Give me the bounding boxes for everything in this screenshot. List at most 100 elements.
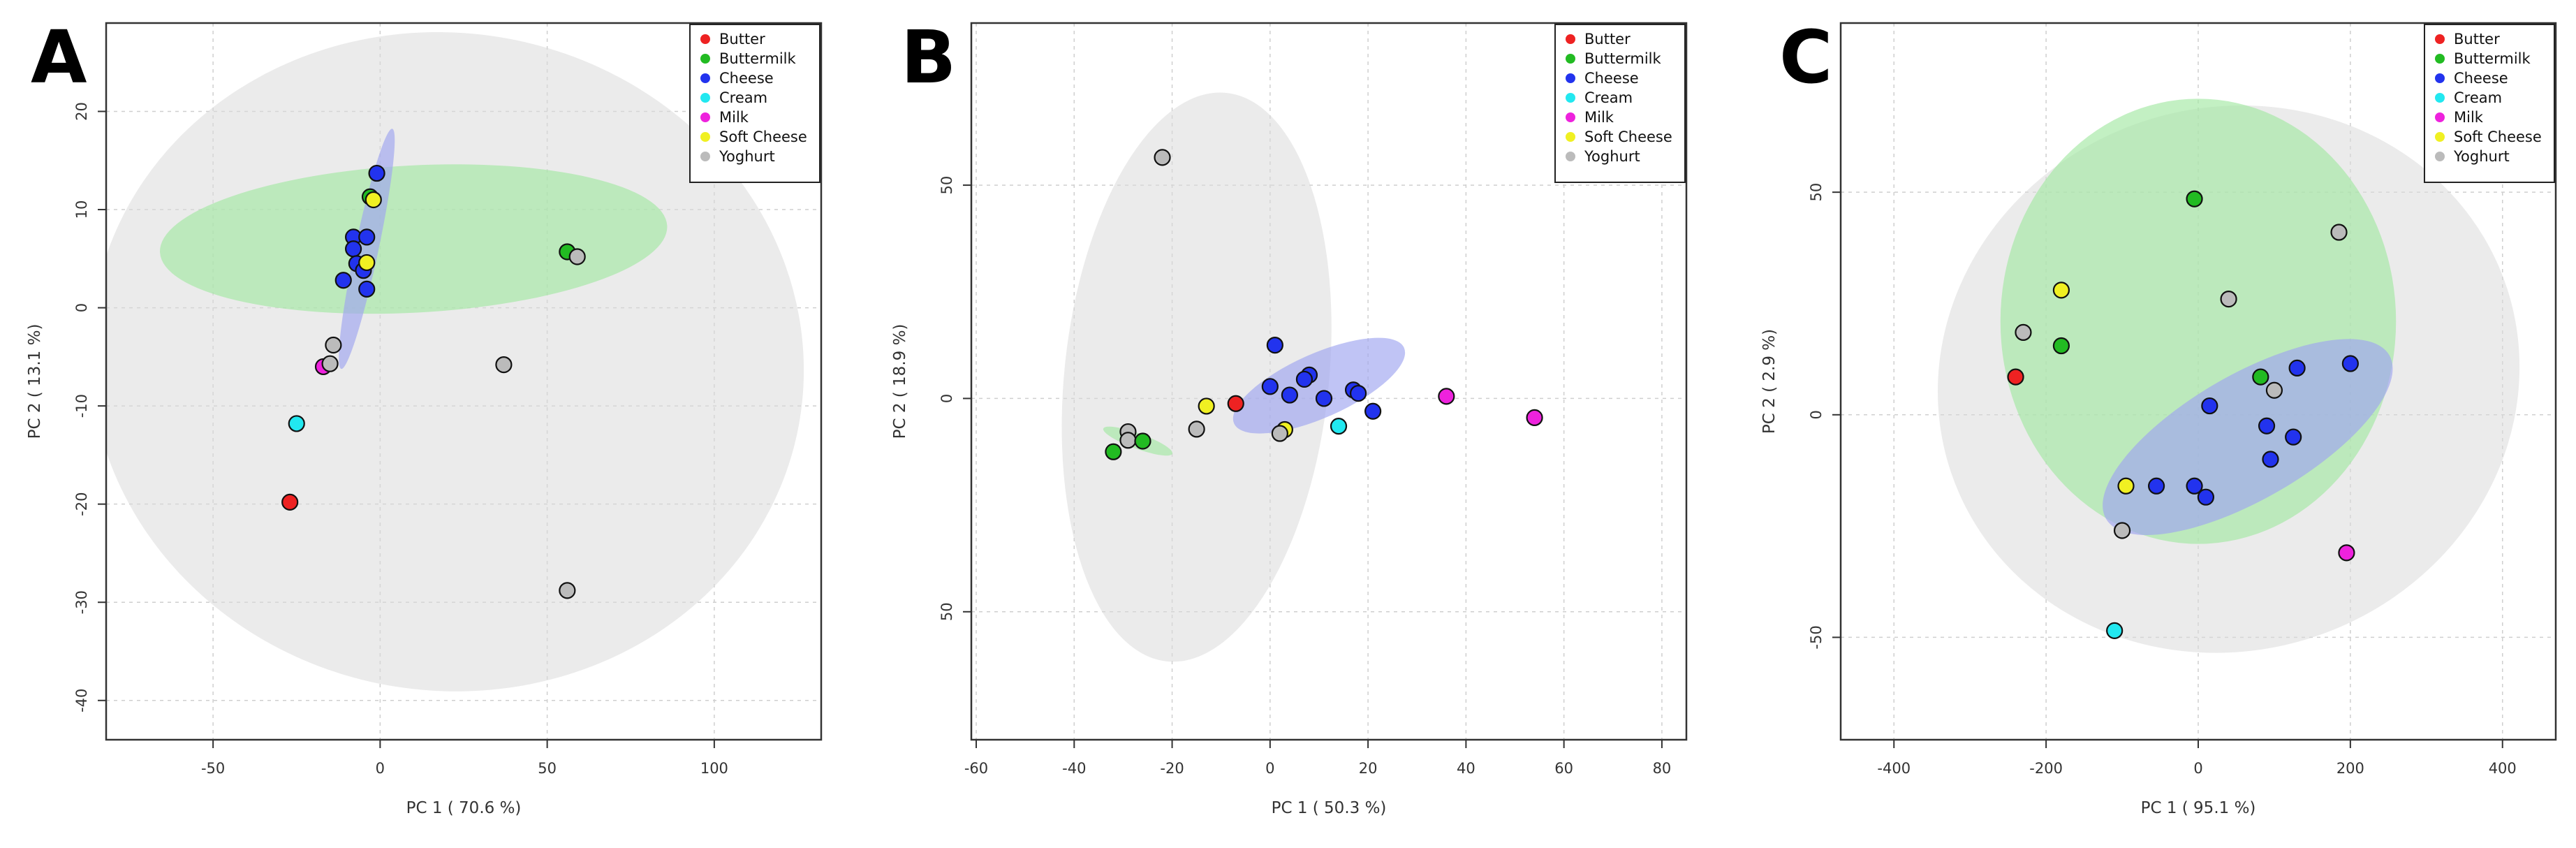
y-tick-label: 0 — [939, 394, 955, 403]
legend-swatch-milk — [1566, 112, 1575, 122]
ellipse-buttermilk — [160, 164, 668, 314]
point-soft-cheese — [1198, 397, 1215, 415]
legend-swatch-soft-cheese — [700, 132, 710, 142]
point-cheese — [2147, 477, 2165, 495]
point-cream — [288, 415, 305, 432]
point-yoghurt — [1119, 432, 1137, 449]
x-axis-title: PC 1 ( 95.1 %) — [2141, 799, 2256, 817]
x-tick-label: 40 — [1457, 760, 1475, 777]
point-cheese — [2186, 477, 2203, 495]
legend-label-cream: Cream — [1584, 89, 1633, 106]
data-points — [281, 164, 586, 599]
point-buttermilk — [2252, 368, 2269, 386]
panel-label: B — [901, 15, 956, 100]
y-tick-label: -30 — [73, 590, 90, 614]
legend-label-butter: Butter — [1584, 31, 1631, 47]
confidence-ellipses — [106, 32, 804, 692]
x-tick-label: -40 — [1062, 760, 1086, 777]
panel-c: C -400 -200 0 200 400 PC 1 ( 95.1 %) 50 0 -50 PC 2… — [1760, 15, 2557, 817]
x-tick-label: 0 — [2193, 760, 2202, 777]
point-yoghurt — [1154, 149, 1171, 166]
y-tick-label: 50 — [1808, 183, 1825, 202]
legend-label-buttermilk: Buttermilk — [1584, 50, 1661, 67]
point-cream — [1330, 418, 1348, 435]
plot-frame — [105, 22, 823, 741]
point-cheese — [358, 280, 376, 298]
legend: Butter Buttermilk Cheese Cream Milk Soft Chee… — [2424, 24, 2555, 183]
x-tick-label: -200 — [2029, 760, 2063, 777]
y-axis: 50 0 -50 — [1808, 183, 1841, 650]
x-tick-label: 0 — [376, 760, 385, 777]
x-axis: -400 -200 0 200 400 — [1877, 740, 2517, 777]
legend-swatch-butter — [700, 34, 710, 44]
point-yoghurt — [495, 356, 513, 374]
x-axis: -60 -40 -20 0 20 40 60 80 — [964, 740, 1671, 777]
y-tick-label: 50 — [939, 602, 955, 621]
legend-label-cheese: Cheese — [1584, 70, 1639, 87]
point-cheese — [2258, 417, 2276, 434]
point-cheese — [368, 164, 385, 182]
point-yoghurt — [321, 355, 339, 372]
legend: Butter Buttermilk Cheese Cream Milk Soft Chee… — [1554, 24, 1686, 183]
legend-swatch-butter — [1566, 34, 1575, 44]
confidence-ellipses — [1061, 92, 1406, 662]
point-yoghurt — [559, 582, 576, 599]
point-cheese — [334, 272, 352, 289]
x-tick-label: -60 — [964, 760, 988, 777]
y-axis-title: PC 2 ( 18.9 %) — [891, 324, 909, 439]
legend-label-buttermilk: Buttermilk — [2454, 50, 2531, 67]
point-cheese — [1349, 384, 1367, 402]
point-cheese — [2201, 397, 2218, 415]
point-cheese — [2197, 488, 2214, 506]
point-buttermilk — [2186, 190, 2203, 207]
point-yoghurt — [2220, 291, 2237, 308]
legend-swatch-yoghurt — [1566, 152, 1575, 161]
x-tick-label: 0 — [1265, 760, 1274, 777]
y-tick-label: -40 — [73, 689, 90, 712]
point-yoghurt — [2330, 224, 2348, 241]
legend-label-soft-cheese: Soft Cheese — [2454, 129, 2542, 145]
point-milk — [1526, 409, 1543, 427]
point-cheese — [1295, 370, 1313, 388]
legend-label-cheese: Cheese — [2454, 70, 2508, 87]
y-tick-label: 50 — [939, 176, 955, 195]
y-axis: 50 0 50 — [939, 176, 971, 621]
legend-swatch-cheese — [1566, 73, 1575, 83]
ellipse-cheese — [2103, 339, 2393, 535]
legend-swatch-yoghurt — [700, 152, 710, 161]
legend-label-buttermilk: Buttermilk — [719, 50, 796, 67]
legend-swatch-cheese — [2435, 73, 2445, 83]
legend-swatch-soft-cheese — [2435, 132, 2445, 142]
ellipse-cheese — [339, 129, 395, 370]
y-tick-label: 0 — [73, 303, 90, 312]
x-axis-title: PC 1 ( 50.3 %) — [1272, 799, 1387, 817]
point-buttermilk — [1105, 443, 1122, 460]
legend-swatch-cream — [700, 93, 710, 103]
point-yoghurt — [1188, 421, 1205, 438]
point-cheese — [1364, 402, 1382, 420]
point-yoghurt — [325, 336, 342, 354]
x-tick-label: 20 — [1359, 760, 1378, 777]
x-tick-label: 100 — [700, 760, 728, 777]
point-buttermilk — [2052, 337, 2070, 355]
legend-swatch-cream — [2435, 93, 2445, 103]
y-tick-label: 0 — [1808, 410, 1825, 419]
plot-frame — [970, 22, 1688, 741]
point-soft-cheese — [2117, 477, 2135, 495]
y-axis-title: PC 2 ( 13.1 %) — [26, 324, 44, 439]
legend-box — [2424, 24, 2555, 183]
point-yoghurt — [1271, 425, 1288, 442]
x-tick-label: 50 — [538, 760, 557, 777]
point-cheese — [1266, 336, 1283, 354]
panel-b: B -60 -40 -20 0 20 40 60 80 PC 1 ( 50.3 %) 50 0 50 PC… — [891, 15, 1688, 817]
x-tick-label: -400 — [1877, 760, 1911, 777]
point-yoghurt — [2113, 522, 2131, 539]
legend-label-cream: Cream — [2454, 89, 2502, 106]
point-milk — [1438, 388, 1455, 405]
x-tick-label: 200 — [2336, 760, 2364, 777]
y-tick-label: 20 — [73, 102, 90, 121]
data-points — [2007, 190, 2359, 639]
legend-box — [689, 24, 820, 183]
